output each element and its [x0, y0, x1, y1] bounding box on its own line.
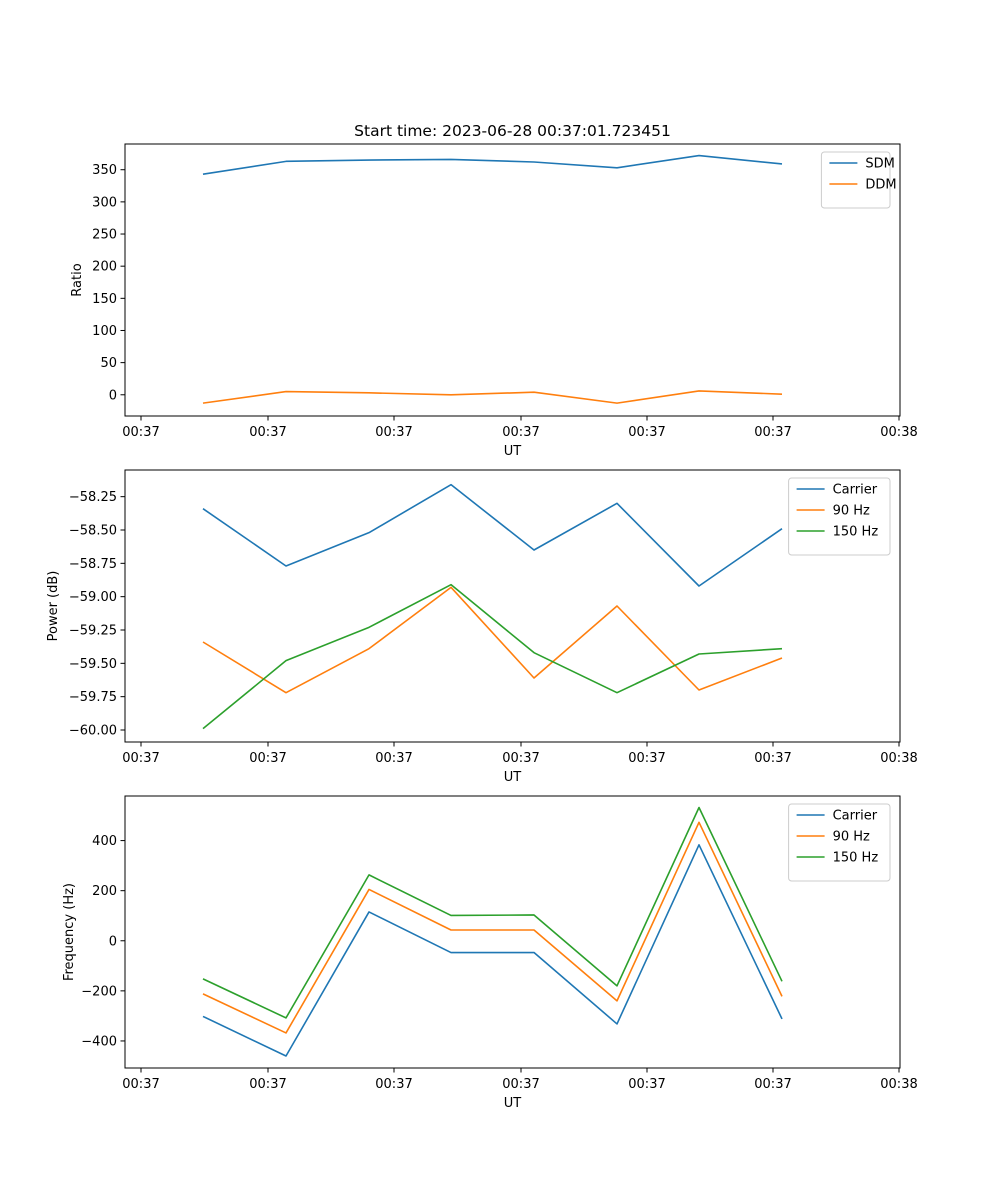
y-tick-label: −58.75 [69, 557, 117, 572]
legend: Carrier 90 Hz 150 Hz [788, 477, 891, 556]
plot-frame [124, 795, 901, 1069]
y-tick-label: −200 [81, 984, 117, 999]
x-tick-label: 00:37 [375, 1077, 412, 1092]
x-tick-label: 00:37 [122, 425, 159, 440]
x-tick-label: 00:37 [754, 751, 791, 766]
x-tick-label: 00:37 [249, 425, 286, 440]
y-tick-label: 350 [92, 163, 117, 178]
x-tick-label: 00:37 [754, 425, 791, 440]
legend: Carrier 90 Hz 150 Hz [788, 803, 891, 882]
x-tick-label: 00:37 [375, 751, 412, 766]
y-tick-label: 150 [92, 292, 117, 307]
x-tick-label: 00:37 [122, 1077, 159, 1092]
legend-label: Carrier [833, 483, 878, 498]
y-tick-label: −59.50 [69, 657, 117, 672]
legend-label: Carrier [833, 809, 878, 824]
legend-box [788, 803, 891, 882]
x-tick-label: 00:37 [628, 425, 665, 440]
series-line-carrier [202, 483, 783, 587]
plot-frame [124, 469, 901, 743]
legend-label: 90 Hz [833, 830, 870, 845]
y-tick-label: 200 [92, 260, 117, 275]
chart-title: Start time: 2023-06-28 00:37:01.723451 [354, 122, 671, 140]
y-tick-label: −60.00 [69, 724, 117, 739]
legend-label: 150 Hz [833, 525, 879, 540]
x-tick-label: 00:37 [502, 1077, 539, 1092]
y-axis-label: Ratio [70, 263, 85, 296]
series-line-150-hz [202, 806, 783, 1019]
y-tick-label: −59.00 [69, 590, 117, 605]
y-tick-label: −58.25 [69, 490, 117, 505]
y-tick-label: 200 [92, 884, 117, 899]
x-axis-label: UT [504, 1096, 522, 1111]
y-axis-label: Power (dB) [46, 571, 61, 642]
y-tick-label: −59.25 [69, 624, 117, 639]
plot-frame [124, 143, 901, 417]
y-tick-label: 300 [92, 195, 117, 210]
series-line-carrier [202, 844, 783, 1057]
x-tick-label: 00:37 [122, 751, 159, 766]
legend-label: DDM [865, 178, 896, 193]
y-tick-label: 100 [92, 324, 117, 339]
x-axis-label: UT [504, 770, 522, 785]
legend-label: 150 Hz [833, 851, 879, 866]
y-axis-label: Frequency (Hz) [62, 883, 77, 981]
x-tick-label: 00:37 [502, 425, 539, 440]
legend-box [820, 151, 891, 209]
y-tick-label: −59.75 [69, 690, 117, 705]
y-tick-label: 50 [100, 356, 117, 371]
legend-box [788, 477, 891, 556]
panel-1: Start time: 2023-06-28 00:37:01.72345100… [70, 122, 918, 459]
legend-label: SDM [865, 157, 894, 172]
y-tick-label: 400 [92, 834, 117, 849]
legend: SDM DDM [820, 151, 897, 209]
y-tick-label: 0 [109, 934, 117, 949]
series-line-90-hz [202, 586, 783, 694]
y-tick-label: 0 [109, 388, 117, 403]
x-tick-label: 00:37 [249, 1077, 286, 1092]
series-line-150-hz [202, 583, 783, 730]
panel-3: 00:37 00:37 00:37 00:37 00:37 00:37 00:38 UT −40… [62, 795, 918, 1111]
y-tick-label: −58.50 [69, 524, 117, 539]
x-tick-label: 00:37 [249, 751, 286, 766]
x-tick-label: 00:38 [880, 1077, 917, 1092]
x-tick-label: 00:37 [628, 751, 665, 766]
x-tick-label: 00:38 [880, 425, 917, 440]
y-tick-label: 250 [92, 228, 117, 243]
legend-label: 90 Hz [833, 504, 870, 519]
series-line-ddm [202, 390, 783, 404]
series-line-90-hz [202, 821, 783, 1034]
x-tick-label: 00:38 [880, 751, 917, 766]
x-tick-label: 00:37 [754, 1077, 791, 1092]
x-tick-label: 00:37 [628, 1077, 665, 1092]
panel-2: 00:37 00:37 00:37 00:37 00:37 00:37 00:38 UT −60… [46, 469, 918, 785]
series-line-sdm [202, 154, 783, 176]
x-tick-label: 00:37 [375, 425, 412, 440]
x-tick-label: 00:37 [502, 751, 539, 766]
y-tick-label: −400 [81, 1034, 117, 1049]
x-axis-label: UT [504, 444, 522, 459]
